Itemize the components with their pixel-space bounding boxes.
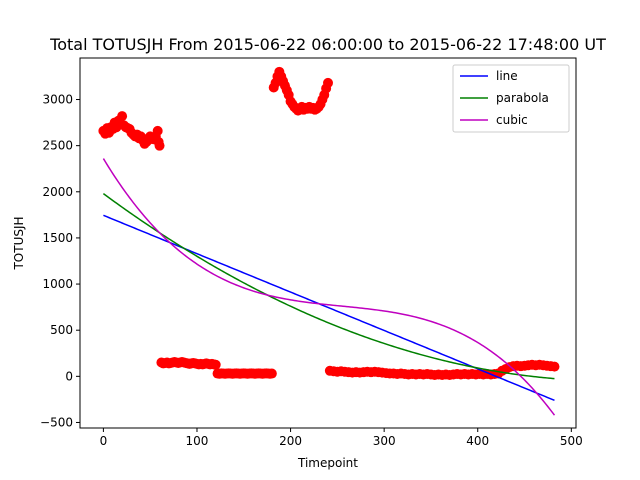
scatter-point	[266, 368, 277, 379]
y-tick-label: 1500	[42, 231, 73, 245]
fit-lines	[102, 158, 556, 416]
x-tick-label: 100	[186, 434, 209, 448]
legend-label-parabola: parabola	[496, 91, 549, 105]
y-axis-ticks: −500 0 500 1000 1500 2000 2500 3000	[40, 93, 80, 429]
y-tick-label: −500	[40, 415, 73, 429]
plot-frame	[79, 57, 577, 429]
scatter-point	[210, 359, 221, 370]
y-tick-label: 500	[50, 323, 73, 337]
plot-area: 0 100 200 300 400 500 −500 0 500 1000 1500 2000 250…	[40, 57, 583, 448]
x-tick-label: 500	[560, 434, 583, 448]
y-tick-label: 1000	[42, 277, 73, 291]
y-tick-label: 3000	[42, 93, 73, 107]
x-tick-label: 200	[279, 434, 302, 448]
legend-label-cubic: cubic	[496, 113, 528, 127]
y-axis-label: TOTUSJH	[12, 216, 26, 270]
legend-box	[452, 64, 570, 133]
series-cubic-line	[102, 158, 556, 416]
chart-title: Total TOTUSJH From 2015-06-22 06:00:00 t…	[49, 35, 606, 54]
scatter-point	[152, 125, 163, 136]
x-tick-label: 300	[373, 434, 396, 448]
series-line-line	[103, 214, 555, 402]
y-tick-label: 2000	[42, 185, 73, 199]
x-tick-label: 0	[100, 434, 108, 448]
scatter-point	[323, 77, 333, 88]
x-tick-label: 400	[466, 434, 489, 448]
y-tick-label: 2500	[42, 139, 73, 153]
x-axis-label: Timepoint	[297, 456, 358, 470]
legend: line parabola cubic	[452, 64, 570, 133]
y-tick-label: 0	[65, 369, 73, 383]
series-parabola-line	[102, 193, 555, 380]
scatter-point	[549, 361, 560, 372]
scatter-point	[117, 111, 128, 122]
scatter-point	[154, 140, 165, 151]
scatter-points	[98, 66, 560, 380]
x-axis-ticks: 0 100 200 300 400 500	[100, 428, 583, 448]
legend-label-line: line	[496, 69, 518, 83]
